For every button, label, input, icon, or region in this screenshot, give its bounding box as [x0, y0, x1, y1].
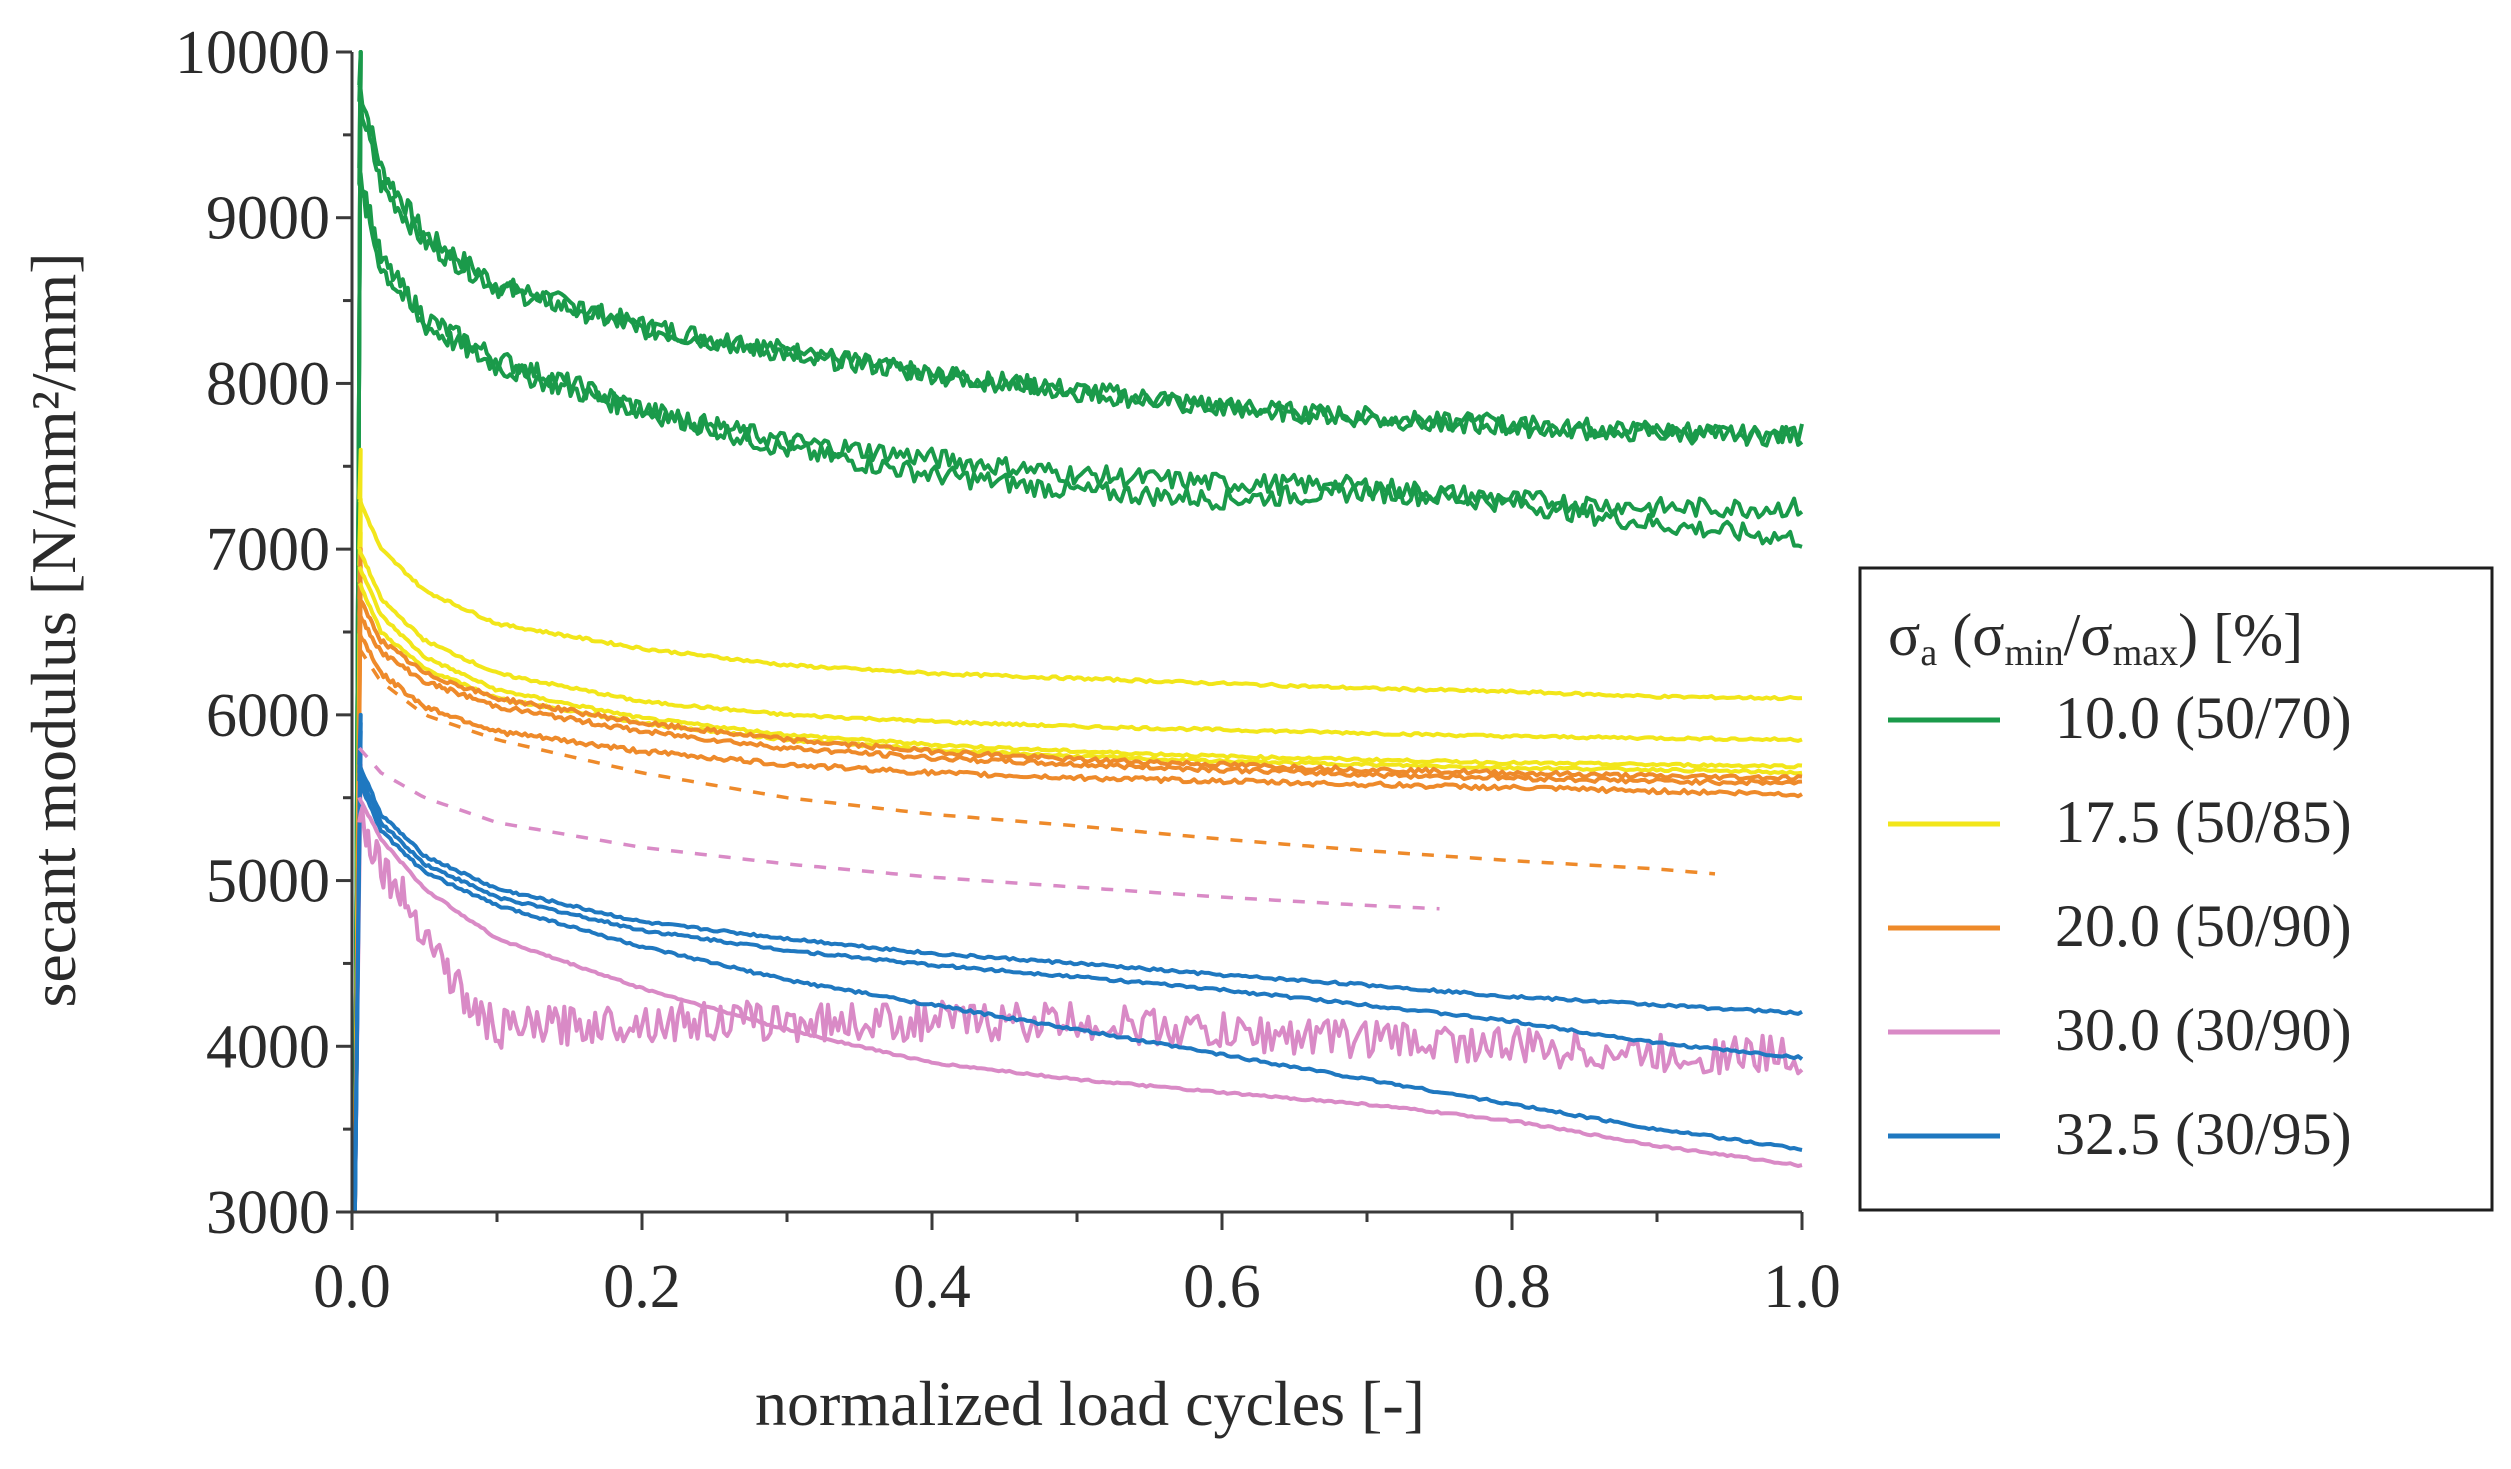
legend-entry-label: 10.0 (50/70) — [2055, 685, 2352, 751]
x-tick-label: 0.4 — [893, 1253, 971, 1321]
x-tick-label: 0.6 — [1183, 1253, 1261, 1321]
series-line — [357, 547, 1803, 743]
legend: σa (σmin/σmax) [%] 10.0 (50/70)17.5 (50/… — [1858, 566, 2494, 1212]
legend-title-open: ( — [1952, 602, 1972, 668]
series-line — [357, 630, 1803, 799]
legend-entry-label: 20.0 (50/90) — [2055, 893, 2352, 959]
series-line — [357, 647, 1716, 876]
y-axis-title: secant modulus [N/mm²/mm] — [18, 252, 89, 1007]
y-tick-label: 8000 — [206, 350, 330, 418]
series-line — [357, 498, 1803, 702]
series-line — [357, 94, 1804, 448]
legend-title-sub-max: max — [2113, 632, 2178, 674]
series-line — [357, 772, 1804, 1061]
series-line — [358, 614, 1803, 787]
x-axis-title: normalized load cycles [-] — [755, 1368, 1425, 1439]
legend-title-slash: / — [2064, 602, 2081, 668]
legend-title-sigma-min: σ — [1972, 602, 2004, 668]
initial-spike — [352, 729, 363, 1213]
series-line — [358, 598, 1803, 782]
legend-title-sigma: σ — [1888, 602, 1920, 668]
ticks-layer: 0.0 0.2 0.4 0.6 0.8 1.0 3000 4000 5000 6000 7000 80… — [175, 19, 1841, 1321]
legend-box — [1858, 566, 2494, 1212]
legend-title-sigma-max: σ — [2080, 602, 2112, 668]
legend-entries: 10.0 (50/70) 17.5 (50/85) 20.0 (50/90) 30.0… — [1888, 685, 2352, 1167]
y-tick-label: 6000 — [206, 682, 330, 750]
y-tick-label: 7000 — [206, 516, 330, 584]
x-tick-label: 0.0 — [313, 1253, 391, 1321]
legend-title-space — [1937, 602, 1952, 668]
series-line — [357, 565, 1803, 770]
series-line — [357, 780, 1803, 1152]
x-tick-label: 0.8 — [1473, 1253, 1551, 1321]
legend-title-sub-a: a — [1920, 632, 1937, 674]
series-line — [357, 805, 1804, 1076]
y-tick-label: 9000 — [206, 185, 330, 253]
y-tick-label: 10000 — [175, 19, 330, 87]
series-layer — [352, 50, 1804, 1213]
series-line — [357, 746, 1440, 911]
legend-title-close: ) [%] — [2178, 602, 2303, 668]
legend-entry-label: 30.0 (30/90) — [2055, 997, 2352, 1063]
series-line — [357, 179, 1804, 520]
series-line — [357, 796, 1803, 1168]
series-line — [357, 171, 1803, 549]
y-tick-label: 4000 — [206, 1013, 330, 1081]
series-line — [357, 764, 1803, 1016]
x-tick-label: 1.0 — [1763, 1253, 1841, 1321]
legend-title: σa (σmin/σmax) [%] — [1888, 602, 2303, 674]
legend-title-sub-min: min — [2005, 632, 2064, 674]
legend-entry-label: 17.5 (50/85) — [2055, 789, 2352, 855]
y-tick-label: 3000 — [206, 1179, 330, 1247]
y-tick-label: 5000 — [206, 848, 330, 916]
x-tick-label: 0.2 — [603, 1253, 681, 1321]
legend-entry-label: 32.5 (30/95) — [2055, 1101, 2352, 1167]
